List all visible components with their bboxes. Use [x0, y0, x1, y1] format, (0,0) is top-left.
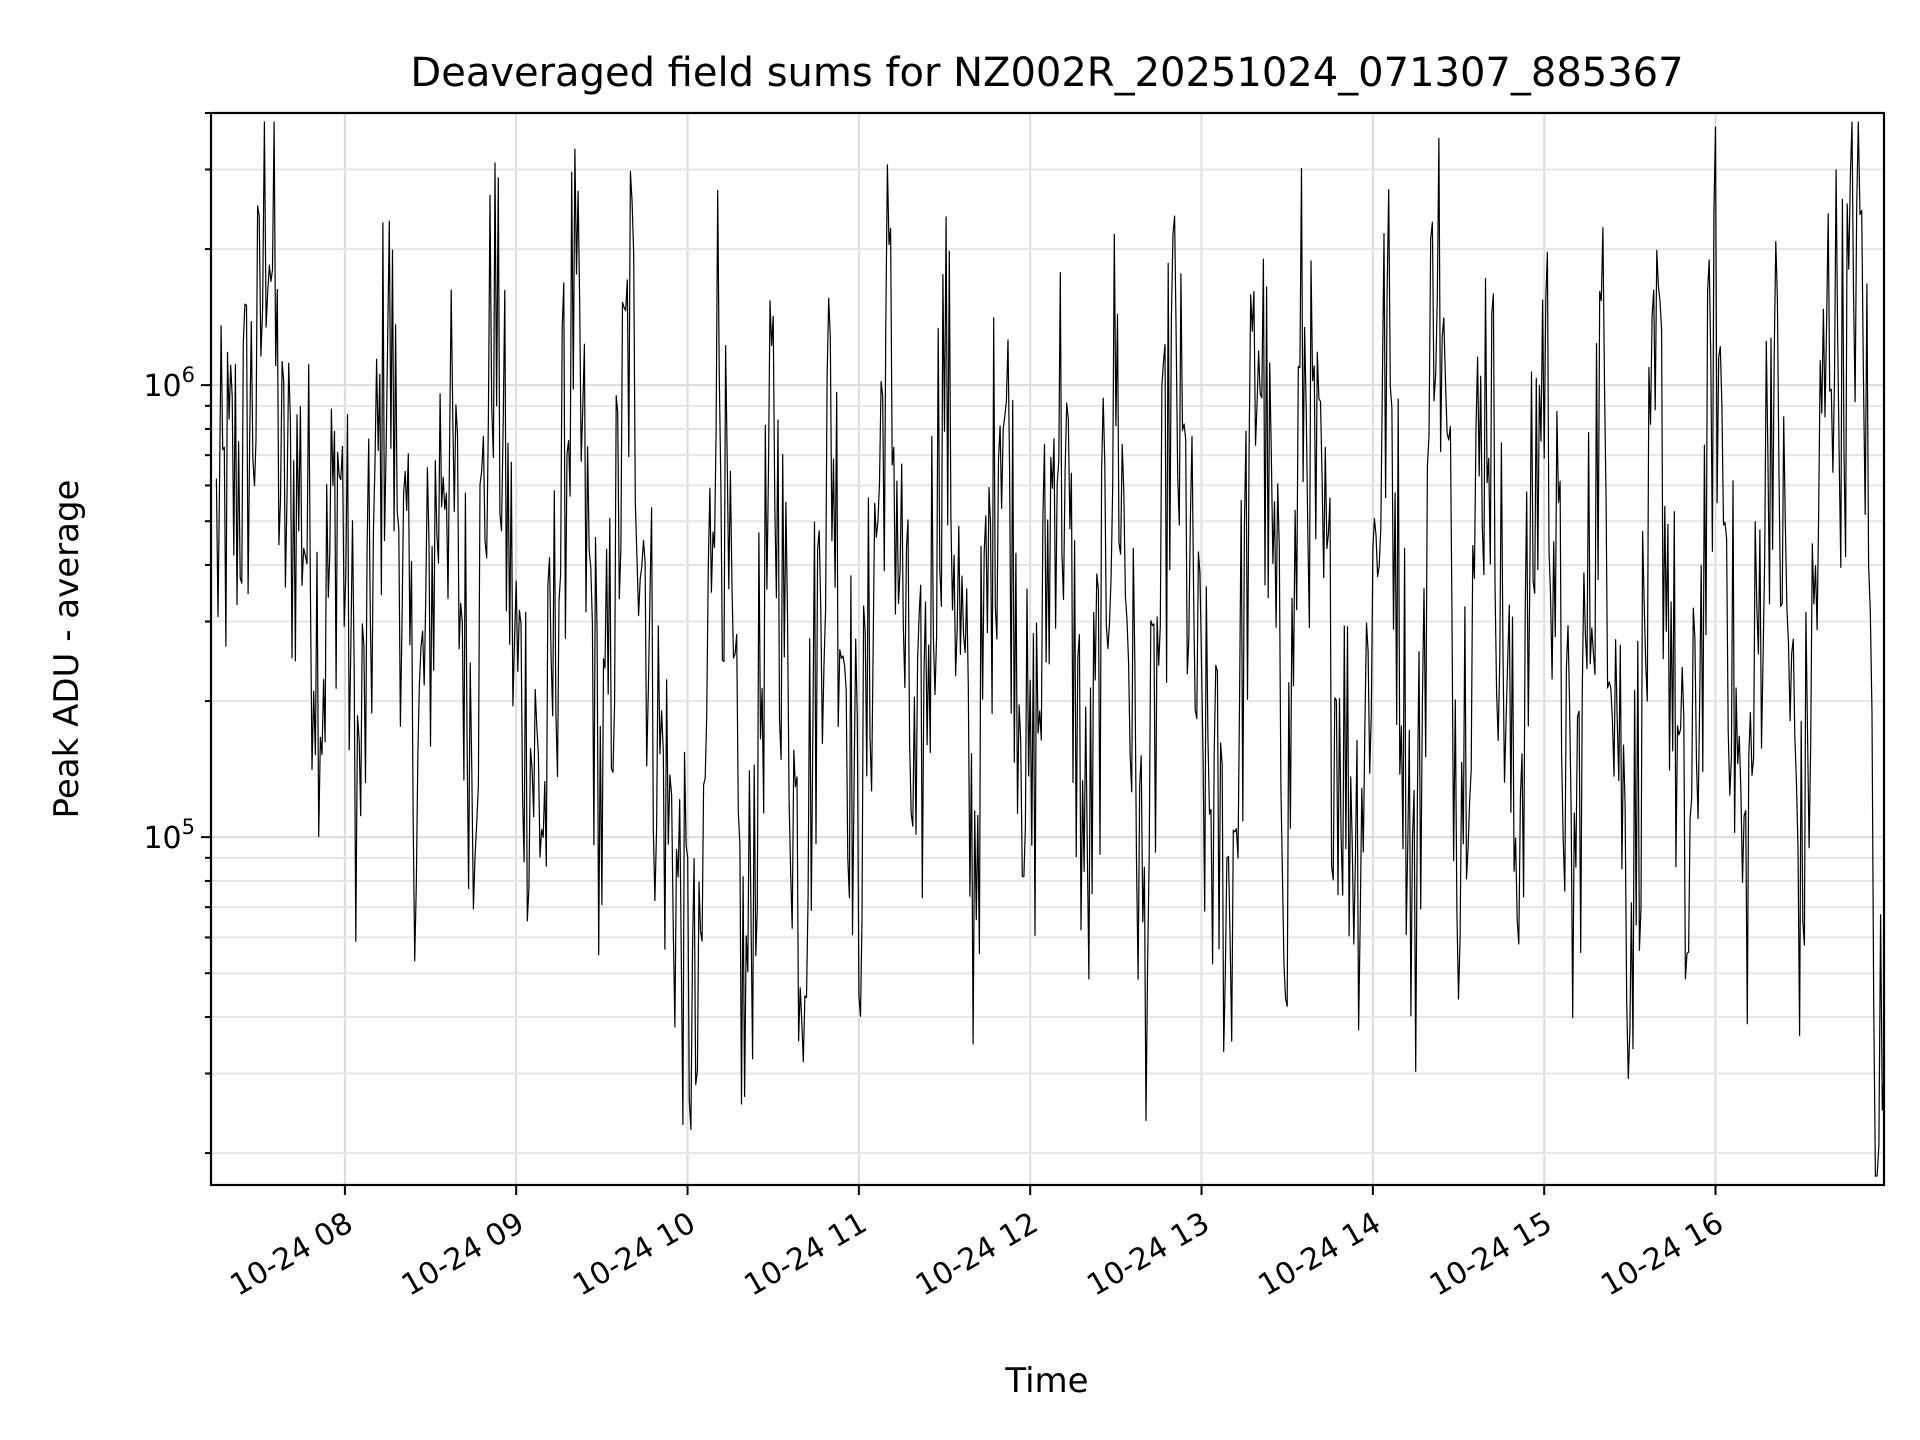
- x-tick-label: 10-24 15: [1424, 1206, 1558, 1304]
- grid-lines: [211, 112, 1884, 1185]
- x-tick-label: 10-24 10: [567, 1206, 701, 1304]
- series-line: [215, 121, 1885, 1177]
- x-tick-label: 10-24 11: [739, 1206, 873, 1304]
- y-tick-base: 10: [143, 821, 181, 856]
- axis-ticks: [201, 112, 1717, 1195]
- x-tick-label: 10-24 13: [1081, 1206, 1215, 1304]
- y-tick-exponent: 5: [182, 815, 195, 839]
- plot-frame: [209, 111, 1886, 1187]
- y-tick-label: 106: [143, 363, 195, 404]
- x-tick-label: 10-24 14: [1253, 1206, 1387, 1304]
- y-tick-base: 10: [143, 369, 181, 404]
- x-axis-label: Time: [1004, 1361, 1088, 1401]
- x-tick-labels: 10-24 08 10-24 09 10-24 10 10-24 11 10-24 12…: [225, 1206, 1730, 1304]
- x-tick-label: 10-24 08: [225, 1206, 359, 1304]
- series-layer: [215, 121, 1885, 1177]
- y-axis-label: Peak ADU - average: [47, 480, 87, 819]
- x-tick-label: 10-24 09: [396, 1206, 530, 1304]
- chart-title: Deaveraged field sums for NZ002R_2025102…: [410, 50, 1683, 96]
- y-tick-exponent: 6: [182, 363, 195, 387]
- x-tick-label: 10-24 12: [910, 1206, 1044, 1304]
- x-tick-label: 10-24 16: [1595, 1206, 1729, 1304]
- y-tick-label: 105: [143, 815, 195, 856]
